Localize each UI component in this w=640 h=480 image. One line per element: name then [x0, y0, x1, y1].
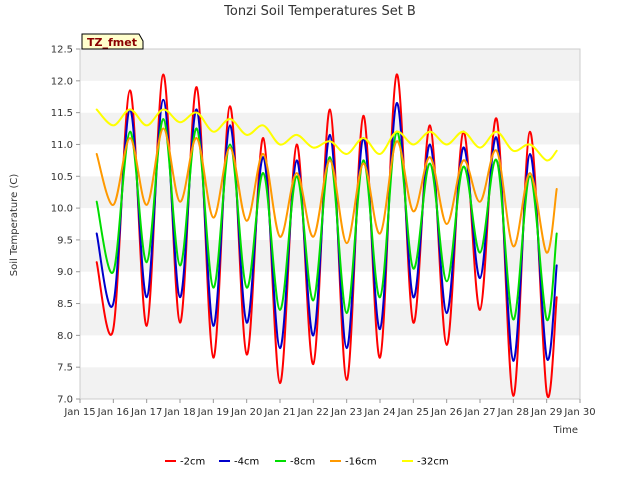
series-line-minus-4cm [95, 98, 558, 362]
legend-label: -8cm [290, 457, 315, 468]
x-tick-label: Jan 21 [263, 407, 295, 418]
y-axis-ticks: 7.0 7.5 8.0 8.5 9.0 9.5 10.0 10.5 11.0 11.5 12.0 12… [51, 45, 80, 406]
legend: -2cm -4cm -8cm -16cm -32cm [165, 457, 449, 468]
x-tick-label: Jan 29 [530, 407, 562, 418]
x-tick-label: Jan 18 [163, 407, 195, 418]
grid-band [80, 80, 580, 113]
y-tick-label: 8.5 [57, 299, 73, 310]
grid-bands [80, 49, 580, 399]
grid-band [80, 49, 580, 81]
x-tick-label: Jan 23 [330, 407, 362, 418]
x-tick-label: Jan 22 [297, 407, 329, 418]
legend-label: -32cm [417, 457, 449, 468]
x-tick-label: Jan 28 [497, 407, 529, 418]
series-line-minus-8cm [95, 117, 558, 321]
chart-title: Tonzi Soil Temperatures Set B [223, 4, 416, 19]
series-lines [95, 73, 558, 398]
series-line-minus-16cm [95, 127, 558, 254]
grid-band [80, 239, 580, 272]
legend-label: -16cm [345, 457, 377, 468]
y-tick-label: 9.5 [57, 235, 73, 246]
series-line-minus-32cm [95, 108, 558, 162]
x-tick-label: Jan 20 [230, 407, 262, 418]
x-tick-label: Jan 25 [397, 407, 429, 418]
y-tick-label: 8.0 [57, 331, 73, 342]
y-tick-label: 10.5 [51, 172, 73, 183]
legend-label: -4cm [234, 457, 259, 468]
y-tick-label: 7.0 [57, 395, 73, 406]
x-tick-label: Jan 16 [97, 407, 129, 418]
x-tick-label: Jan 19 [197, 407, 229, 418]
x-tick-label: Jan 17 [130, 407, 162, 418]
x-tick-label: Jan 15 [63, 407, 95, 418]
grid-band [80, 208, 580, 240]
x-tick-label: Jan 27 [463, 407, 495, 418]
y-tick-label: 7.5 [57, 363, 73, 374]
grid-band [80, 335, 580, 368]
x-axis-label: Time [553, 425, 578, 436]
y-tick-label: 12.0 [51, 76, 73, 87]
site-label-box: TZ_fmet [81, 33, 144, 50]
x-tick-label: Jan 26 [430, 407, 462, 418]
grid-band [80, 367, 580, 399]
legend-label: -2cm [180, 457, 205, 468]
grid-band [80, 303, 580, 336]
x-axis-ticks: Jan 15 Jan 16 Jan 17 Jan 18 Jan 19 Jan 20 Jan … [63, 399, 596, 418]
y-tick-label: 12.5 [51, 45, 73, 56]
grid-band [80, 271, 580, 304]
site-label: TZ_fmet [87, 36, 137, 49]
plot-area [79, 48, 581, 400]
y-tick-label: 10.0 [51, 204, 73, 215]
y-tick-label: 11.0 [51, 140, 73, 151]
y-tick-label: 9.0 [57, 267, 73, 278]
y-axis-label: Soil Temperature (C) [9, 174, 20, 277]
grid-band [80, 176, 580, 209]
series-line-minus-2cm [95, 73, 558, 398]
y-tick-label: 11.5 [51, 108, 73, 119]
x-tick-label: Jan 30 [563, 407, 595, 418]
x-tick-label: Jan 24 [363, 407, 395, 418]
